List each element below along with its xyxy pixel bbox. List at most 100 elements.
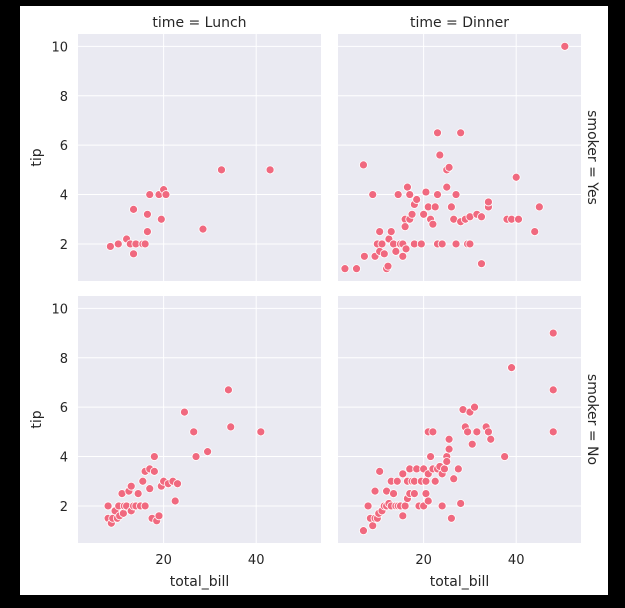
point-r0-c1-37 xyxy=(430,202,440,212)
point-r1-c0-26 xyxy=(149,452,159,461)
point-r0-c1-17 xyxy=(393,190,403,199)
point-r1-c0-40 xyxy=(226,422,236,432)
point-r1-c1-23 xyxy=(400,501,410,511)
point-r0-c1-0 xyxy=(340,264,350,274)
point-r0-c1-40 xyxy=(435,150,445,160)
point-r0-c1-1 xyxy=(352,264,361,274)
point-r1-c1-8 xyxy=(375,466,385,476)
point-r0-c1-36 xyxy=(428,219,438,229)
point-r1-c0-33 xyxy=(170,496,180,506)
point-r1-c1-49 xyxy=(440,464,449,474)
point-r1-c1-21 xyxy=(398,469,408,479)
point-r1-c0-39 xyxy=(224,385,233,395)
point-r1-c0-28 xyxy=(154,511,164,521)
xtick-label-col0-20: 20 xyxy=(155,553,172,568)
ytick-label-row0-8: 8 xyxy=(60,90,68,105)
point-r0-c0-4 xyxy=(129,249,138,259)
point-r1-c1-38 xyxy=(423,496,433,506)
point-r0-c1-9 xyxy=(377,239,387,249)
point-r1-c1-52 xyxy=(444,434,454,444)
point-r1-c1-63 xyxy=(470,402,479,412)
ytick-label-row1-10: 10 xyxy=(51,302,68,317)
ylabel-row0: tip xyxy=(29,148,45,166)
point-r0-c0-10 xyxy=(143,209,152,219)
point-r1-c0-19 xyxy=(138,476,148,486)
col-title-0: time = Lunch xyxy=(152,15,246,31)
point-r1-c0-41 xyxy=(256,427,266,437)
point-r0-c1-66 xyxy=(534,202,544,212)
point-r0-c0-0 xyxy=(106,242,115,251)
point-r0-c1-4 xyxy=(368,190,378,199)
point-r1-c1-72 xyxy=(548,427,558,437)
point-r0-c0-13 xyxy=(156,214,166,224)
point-r0-c1-30 xyxy=(412,195,422,204)
point-r0-c0-9 xyxy=(143,227,152,237)
ytick-label-row1-6: 6 xyxy=(60,401,68,416)
point-r1-c1-62 xyxy=(467,439,477,449)
ytick-label-row0-2: 2 xyxy=(60,238,68,253)
point-r0-c1-58 xyxy=(477,212,486,222)
point-r0-c1-65 xyxy=(530,227,540,237)
point-r1-c0-21 xyxy=(140,501,150,511)
point-r1-c1-47 xyxy=(437,501,447,511)
point-r1-c1-30 xyxy=(409,489,419,499)
row-title-0: smoker = Yes xyxy=(584,110,600,205)
point-r1-c1-41 xyxy=(426,452,435,461)
xtick-label-col0-40: 40 xyxy=(248,553,265,568)
point-r1-c1-1 xyxy=(363,501,373,511)
point-r0-c0-17 xyxy=(217,165,226,175)
point-r0-c1-46 xyxy=(446,202,456,212)
point-r1-c1-0 xyxy=(359,526,368,536)
point-r0-c1-27 xyxy=(407,209,417,219)
point-r0-c0-11 xyxy=(145,190,155,199)
point-r0-c0-16 xyxy=(198,224,208,234)
point-r1-c1-42 xyxy=(428,427,438,437)
point-r1-c0-0 xyxy=(103,501,113,511)
xtick-label-col1-40: 40 xyxy=(508,553,525,568)
xtick-label-col1-20: 20 xyxy=(415,553,432,568)
point-r0-c1-3 xyxy=(359,251,369,261)
facet-grid-figure: 2 4 6 8 10 tip 2 4 6 8 10 tip 20 40 total_bill 20 40 tota… xyxy=(20,6,608,595)
point-r0-c1-20 xyxy=(398,251,408,261)
point-r1-c1-3 xyxy=(368,521,378,531)
point-r1-c0-13 xyxy=(126,481,136,491)
point-r1-c1-36 xyxy=(421,489,431,499)
point-r1-c1-57 xyxy=(456,499,466,508)
ytick-label-row1-8: 8 xyxy=(60,352,68,367)
point-r1-c1-55 xyxy=(449,474,459,484)
point-r1-c1-22 xyxy=(398,511,408,521)
point-r1-c1-67 xyxy=(486,434,496,444)
point-r0-c1-50 xyxy=(456,128,466,138)
ylabel-row1: tip xyxy=(29,410,45,428)
point-r0-c1-49 xyxy=(451,239,461,249)
point-r0-c1-57 xyxy=(477,259,486,269)
point-r0-c1-8 xyxy=(375,227,385,237)
point-r1-c1-51 xyxy=(442,457,452,466)
point-r0-c0-5 xyxy=(129,204,138,214)
point-r0-c1-14 xyxy=(386,227,396,237)
point-r0-c1-64 xyxy=(514,214,523,224)
point-r1-c0-17 xyxy=(133,489,143,499)
point-r1-c1-69 xyxy=(507,363,516,373)
point-r1-c1-70 xyxy=(548,328,558,338)
point-r1-c0-9 xyxy=(118,508,128,518)
point-r0-c1-43 xyxy=(442,182,452,192)
point-r0-c1-55 xyxy=(465,239,475,249)
point-r1-c1-44 xyxy=(430,476,440,486)
point-r0-c1-45 xyxy=(444,162,454,172)
point-r1-c1-16 xyxy=(389,489,398,499)
point-r0-c1-67 xyxy=(560,41,570,51)
point-r0-c1-41 xyxy=(433,190,442,199)
point-r1-c1-60 xyxy=(463,427,473,437)
point-r0-c1-2 xyxy=(359,160,368,170)
point-r0-c0-18 xyxy=(265,165,275,175)
ytick-label-row0-6: 6 xyxy=(60,139,68,154)
point-r1-c1-18 xyxy=(392,476,402,486)
point-r1-c1-66 xyxy=(484,427,493,437)
point-r0-c0-15 xyxy=(161,190,171,199)
point-r0-c1-10 xyxy=(379,249,389,259)
point-r1-c0-36 xyxy=(189,427,199,437)
point-r1-c1-71 xyxy=(548,385,558,395)
point-r0-c1-48 xyxy=(451,190,461,199)
col-title-1: time = Dinner xyxy=(410,15,509,31)
